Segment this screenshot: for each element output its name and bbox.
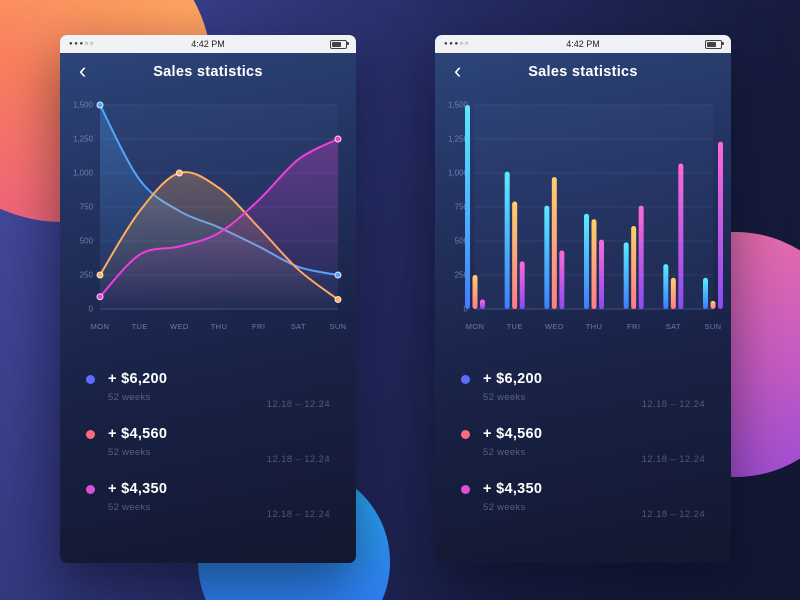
page-title: Sales statistics (528, 64, 638, 80)
phone-screen-line-chart: ●●●○○ 4:42 PM ‹ Sales statistics 1,500 1,… (60, 35, 356, 563)
back-button[interactable]: ‹ (79, 58, 87, 83)
period-label: 52 weeks (483, 502, 526, 513)
series-dot-red (461, 430, 470, 439)
svg-text:500: 500 (80, 237, 94, 246)
stats-list: + $6,200 52 weeks 12.18 – 12.24 + $4,560… (435, 371, 731, 521)
amount-value: + $4,560 (108, 426, 168, 442)
svg-text:WED: WED (545, 322, 564, 331)
nav-bar: ‹ Sales statistics (60, 53, 356, 91)
status-time: 4:42 PM (566, 39, 600, 49)
svg-text:WED: WED (170, 322, 189, 331)
svg-text:250: 250 (80, 271, 94, 280)
date-range: 12.18 – 12.24 (266, 509, 330, 520)
amount-value: + $4,350 (108, 481, 168, 497)
period-label: 52 weeks (108, 392, 151, 403)
status-bar: ●●●○○ 4:42 PM (60, 35, 356, 53)
series-dot-pink (86, 485, 95, 494)
svg-text:250: 250 (455, 271, 469, 280)
series-dot-blue (86, 375, 95, 384)
date-range: 12.18 – 12.24 (266, 399, 330, 410)
svg-text:500: 500 (455, 237, 469, 246)
svg-text:750: 750 (455, 203, 469, 212)
signal-strength-icon: ●●●○○ (69, 41, 96, 47)
line-chart: 1,500 1,250 1,000 750 500 250 0 MON TUE WED THU FRI… (60, 95, 356, 347)
svg-text:750: 750 (80, 203, 94, 212)
period-label: 52 weeks (483, 392, 526, 403)
amount-value: + $4,350 (483, 481, 543, 497)
phone-screen-bar-chart: ●●●○○ 4:42 PM ‹ Sales statistics 1,500 1,… (435, 35, 731, 563)
date-range: 12.18 – 12.24 (266, 454, 330, 465)
svg-text:THU: THU (586, 322, 603, 331)
series-dot-blue (461, 375, 470, 384)
amount-value: + $6,200 (483, 371, 543, 387)
list-item[interactable]: + $4,350 52 weeks 12.18 – 12.24 (86, 481, 330, 521)
bar-chart: 1,500 1,250 1,000 750 500 250 0 MON TUE WED THU FRI… (435, 95, 731, 347)
svg-text:FRI: FRI (252, 322, 265, 331)
list-item[interactable]: + $6,200 52 weeks 12.18 – 12.24 (86, 371, 330, 411)
date-range: 12.18 – 12.24 (641, 399, 705, 410)
page-title: Sales statistics (153, 64, 263, 80)
svg-text:MON: MON (466, 322, 485, 331)
list-item[interactable]: + $6,200 52 weeks 12.18 – 12.24 (461, 371, 705, 411)
stats-list: + $6,200 52 weeks 12.18 – 12.24 + $4,560… (60, 371, 356, 521)
list-item[interactable]: + $4,560 52 weeks 12.18 – 12.24 (86, 426, 330, 466)
amount-value: + $4,560 (483, 426, 543, 442)
series-dot-red (86, 430, 95, 439)
svg-text:1,500: 1,500 (73, 101, 94, 110)
nav-bar: ‹ Sales statistics (435, 53, 731, 91)
bar-chart-svg: 1,500 1,250 1,000 750 500 250 0 MON TUE WED THU FRI… (448, 101, 723, 331)
svg-text:SAT: SAT (291, 322, 306, 331)
period-label: 52 weeks (483, 447, 526, 458)
svg-text:1,500: 1,500 (448, 101, 469, 110)
period-label: 52 weeks (108, 502, 151, 513)
svg-text:SUN: SUN (704, 322, 721, 331)
status-bar: ●●●○○ 4:42 PM (435, 35, 731, 53)
svg-text:THU: THU (211, 322, 228, 331)
svg-text:SUN: SUN (329, 322, 346, 331)
svg-text:SAT: SAT (666, 322, 681, 331)
svg-text:1,000: 1,000 (448, 169, 469, 178)
battery-icon (330, 39, 349, 49)
list-item[interactable]: + $4,350 52 weeks 12.18 – 12.24 (461, 481, 705, 521)
svg-text:1,250: 1,250 (73, 135, 94, 144)
date-range: 12.18 – 12.24 (641, 454, 705, 465)
svg-text:TUE: TUE (507, 322, 523, 331)
list-item[interactable]: + $4,560 52 weeks 12.18 – 12.24 (461, 426, 705, 466)
battery-icon (705, 39, 724, 49)
signal-strength-icon: ●●●○○ (444, 41, 471, 47)
amount-value: + $6,200 (108, 371, 168, 387)
svg-text:MON: MON (91, 322, 110, 331)
svg-text:0: 0 (464, 305, 469, 314)
line-chart-svg: 1,500 1,250 1,000 750 500 250 0 MON TUE WED THU FRI… (73, 101, 346, 332)
svg-text:1,000: 1,000 (73, 169, 94, 178)
svg-text:1,250: 1,250 (448, 135, 469, 144)
series-dot-pink (461, 485, 470, 494)
svg-text:0: 0 (89, 305, 94, 314)
status-time: 4:42 PM (191, 39, 225, 49)
svg-text:TUE: TUE (132, 322, 148, 331)
date-range: 12.18 – 12.24 (641, 509, 705, 520)
svg-text:FRI: FRI (627, 322, 640, 331)
back-button[interactable]: ‹ (454, 58, 462, 83)
period-label: 52 weeks (108, 447, 151, 458)
